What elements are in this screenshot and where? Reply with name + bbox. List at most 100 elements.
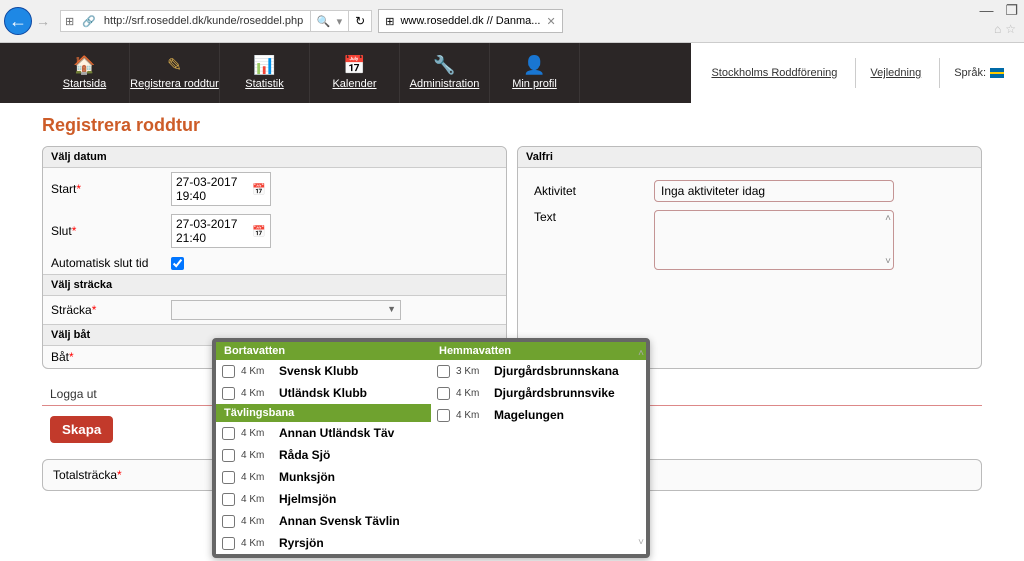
favorite-icon[interactable]: ☆ [1005, 22, 1016, 36]
stracka-dropdown[interactable] [171, 300, 401, 320]
stracka-label: Sträcka [51, 303, 92, 317]
dd-scroll-down-icon[interactable]: ˅ [638, 537, 644, 548]
dd-header-tavling: Tävlingsbana [216, 404, 431, 422]
dd-km: 4 Km [241, 472, 273, 483]
right-panel: Valfri Aktivitet Inga aktiviteter idag T… [517, 146, 982, 369]
club-link[interactable]: Stockholms Roddförening [711, 67, 837, 79]
nav-label: Startsida [40, 78, 129, 90]
dd-name: Djurgårdsbrunnskana [494, 364, 619, 378]
nav-item-kalender[interactable]: 📅Kalender [310, 43, 400, 103]
section-date-header: Välj datum [43, 147, 506, 168]
scroll-up-icon[interactable]: ˄ [885, 213, 891, 224]
calendar-icon[interactable]: 📅 [252, 225, 266, 238]
dd-name: Svensk Klubb [279, 364, 358, 378]
calendar-icon[interactable]: 📅 [252, 183, 266, 196]
start-label: Start [51, 182, 76, 196]
dd-option[interactable]: 4 Km Råda Sjö [216, 444, 431, 466]
home-icon[interactable]: ⌂ [994, 22, 1001, 36]
nav-label: Administration [400, 78, 489, 90]
tab-label: www.roseddel.dk // Danma... [400, 15, 540, 27]
forward-button[interactable]: → [34, 12, 52, 30]
text-label: Text [534, 210, 654, 224]
back-button[interactable]: ← [4, 7, 32, 35]
total-label: Totalsträcka [53, 468, 117, 482]
window-controls: — ❐ [979, 2, 1018, 19]
dd-name: Ryrsjön [279, 536, 324, 550]
search-box[interactable]: 🔍 ▾ [310, 10, 348, 32]
address-bar[interactable]: ⊞ 🔗 http://srf.roseddel.dk/kunde/rosedde… [60, 10, 372, 32]
section-optional-header: Valfri [518, 147, 981, 168]
tab-close-button[interactable]: ✕ [546, 15, 555, 28]
dd-checkbox[interactable] [222, 493, 235, 506]
dd-checkbox[interactable] [222, 537, 235, 550]
nav-icon: ✎ [130, 56, 219, 74]
create-button[interactable]: Skapa [50, 416, 113, 443]
dd-checkbox[interactable] [222, 471, 235, 484]
dd-option[interactable]: 4 Km Svensk Klubb [216, 360, 431, 382]
nav-icon: 📅 [310, 56, 399, 74]
tab-bar: ⊞ www.roseddel.dk // Danma... ✕ [378, 9, 562, 33]
text-area[interactable]: ˄ ˅ [654, 210, 894, 270]
dd-col-right: Hemmavatten 3 KmDjurgårdsbrunnskana4 KmD… [431, 342, 646, 554]
dd-km: 4 Km [241, 366, 273, 377]
dd-checkbox[interactable] [437, 409, 450, 422]
dd-name: Utländsk Klubb [279, 386, 367, 400]
minimize-button[interactable]: — [979, 2, 993, 19]
search-icon: 🔍 [317, 15, 331, 28]
browser-tab[interactable]: ⊞ www.roseddel.dk // Danma... ✕ [378, 9, 562, 33]
nav-item-statistik[interactable]: 📊Statistik [220, 43, 310, 103]
refresh-button[interactable]: ↻ [348, 10, 371, 32]
bat-label: Båt [51, 350, 69, 364]
dd-option[interactable]: 4 KmHjelmsjön [216, 488, 431, 510]
auto-end-checkbox[interactable] [171, 257, 184, 270]
dd-name: Råda Sjö [279, 448, 330, 462]
dd-option[interactable]: 3 Km Djurgårdsbrunnskana [431, 360, 646, 382]
nav-item-min-profil[interactable]: 👤 Min profil [490, 43, 580, 103]
aktivitet-input[interactable]: Inga aktiviteter idag [654, 180, 894, 202]
dd-option[interactable]: 4 KmMagelungen [431, 404, 646, 426]
page-title: Registrera roddtur [42, 115, 982, 136]
scroll-down-icon[interactable]: ˅ [885, 256, 891, 267]
start-datetime-input[interactable]: 27-03-2017 19:40 📅 [171, 172, 271, 206]
nav-icon: 👤 [490, 56, 579, 74]
guide-link[interactable]: Vejledning [870, 67, 921, 79]
tab-favicon-icon: ⊞ [385, 15, 394, 28]
maximize-button[interactable]: ❐ [1005, 2, 1018, 19]
nav-item-startsida[interactable]: 🏠 Startsida [40, 43, 130, 103]
url-text[interactable]: http://srf.roseddel.dk/kunde/roseddel.ph… [100, 15, 310, 27]
nav-label: Min profil [490, 78, 579, 90]
dd-checkbox[interactable] [222, 427, 235, 440]
language-selector[interactable]: Språk: [939, 58, 1004, 88]
browser-toolbar-right: ⌂ ☆ [994, 22, 1016, 36]
dd-checkbox[interactable] [222, 515, 235, 528]
dd-option[interactable]: 4 KmUtländsk Klubb [216, 382, 431, 404]
nav-label: Statistik [220, 78, 309, 90]
slut-datetime-input[interactable]: 27-03-2017 21:40 📅 [171, 214, 271, 248]
nav-item-administration[interactable]: 🔧Administration [400, 43, 490, 103]
dd-scroll-up-icon[interactable]: ˄ [638, 348, 644, 359]
dd-checkbox[interactable] [222, 365, 235, 378]
favicon-grid-icon: ⊞ [61, 15, 78, 28]
slut-label: Slut [51, 224, 72, 238]
dd-option[interactable]: 4 Km Ryrsjön [216, 532, 431, 554]
dd-checkbox[interactable] [222, 449, 235, 462]
dd-option[interactable]: 4 KmMunksjön [216, 466, 431, 488]
dd-km: 3 Km [456, 366, 488, 377]
dd-km: 4 Km [241, 450, 273, 461]
dd-option[interactable]: 4 KmAnnan Utländsk Täv [216, 422, 431, 444]
dd-name: Annan Svensk Tävlin [279, 514, 400, 528]
flag-icon [990, 68, 1004, 78]
nav-icon: 🏠 [40, 56, 129, 74]
dd-checkbox[interactable] [222, 387, 235, 400]
nav-item-registrera-roddtur[interactable]: ✎ Registrera roddtur [130, 43, 220, 103]
dd-checkbox[interactable] [437, 387, 450, 400]
top-navigation: 🏠 Startsida✎ Registrera roddtur📊Statistik📅… [0, 43, 1024, 103]
dd-option[interactable]: 4 KmDjurgårdsbrunnsvike [431, 382, 646, 404]
nav-label: Registrera roddtur [130, 78, 219, 90]
search-dropdown-icon[interactable]: ▾ [337, 15, 343, 28]
stracka-dropdown-menu: ˄ ˅ Bortavatten 4 KmSvensk Klubb4 KmUtlä… [212, 338, 650, 558]
dd-option[interactable]: 4 KmAnnan Svensk Tävlin [216, 510, 431, 532]
dd-checkbox[interactable] [437, 365, 450, 378]
dd-km: 4 Km [241, 538, 273, 549]
slut-value: 27-03-2017 21:40 [176, 217, 248, 245]
